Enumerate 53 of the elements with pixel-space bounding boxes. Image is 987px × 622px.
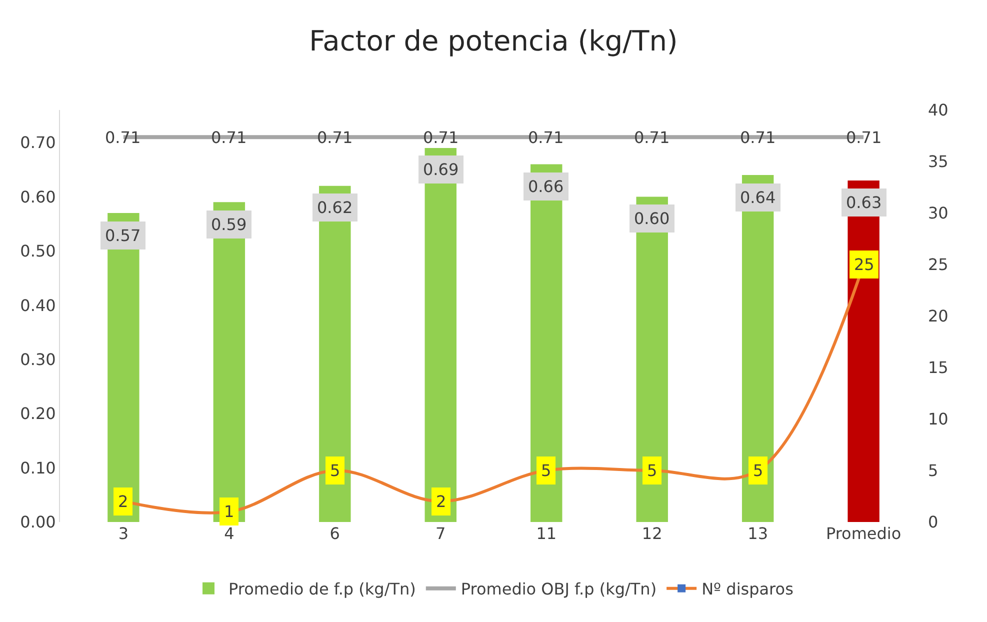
data-label: 0.59 bbox=[211, 215, 247, 234]
legend-label: Promedio OBJ f.p (kg/Tn) bbox=[460, 580, 657, 599]
data-label: 0.71 bbox=[317, 128, 353, 147]
data-label: 0.57 bbox=[105, 226, 141, 245]
text: 0.30 bbox=[20, 350, 56, 369]
chart-title: Factor de potencia (kg/Tn) bbox=[309, 24, 678, 58]
data-label: 0.66 bbox=[528, 177, 564, 196]
data-label: 5 bbox=[753, 461, 764, 480]
data-label: 0.71 bbox=[740, 128, 776, 147]
data-label: 0.62 bbox=[317, 198, 353, 217]
legend-label: Promedio de f.p (kg/Tn) bbox=[228, 580, 416, 599]
x-tick-label: 6 bbox=[330, 524, 340, 543]
x-tick-label: 12 bbox=[642, 524, 662, 543]
text: 0.20 bbox=[20, 404, 56, 424]
data-label: 0.71 bbox=[528, 128, 564, 147]
y2-tick-label: 15 bbox=[928, 358, 948, 378]
y2-tick-label: 5 bbox=[928, 461, 938, 480]
text: 0.60 bbox=[20, 187, 56, 206]
x-tick-label: 7 bbox=[436, 524, 446, 543]
y2-tick-label: 25 bbox=[928, 255, 948, 274]
y2-tick-label: 0 bbox=[928, 512, 938, 532]
data-label: 5 bbox=[541, 461, 552, 480]
y2-tick-label: 40 bbox=[928, 100, 948, 120]
x-tick-label: 3 bbox=[118, 524, 129, 543]
data-label: 0.71 bbox=[105, 128, 141, 147]
data-label: 5 bbox=[647, 461, 658, 480]
data-label: 25 bbox=[854, 255, 874, 274]
data-label: 0.60 bbox=[634, 209, 670, 228]
y2-tick-label: 10 bbox=[928, 410, 948, 429]
text: 0.10 bbox=[20, 458, 56, 478]
text: 0.50 bbox=[20, 242, 56, 261]
x-tick-label: 11 bbox=[536, 524, 557, 543]
data-label: 0.71 bbox=[423, 128, 459, 147]
text: 0.00 bbox=[20, 512, 56, 532]
data-label: 0.63 bbox=[846, 193, 882, 212]
legend-label: Nº disparos bbox=[702, 580, 794, 599]
data-label: 2 bbox=[436, 492, 446, 511]
data-label: 0.71 bbox=[211, 128, 247, 147]
x-tick-label: 4 bbox=[224, 524, 234, 543]
y2-tick-label: 20 bbox=[928, 306, 948, 326]
data-label: 5 bbox=[330, 461, 340, 480]
text: 0.70 bbox=[20, 133, 56, 152]
data-label: 0.71 bbox=[846, 128, 882, 147]
data-label: 0.64 bbox=[740, 188, 776, 207]
data-label: 1 bbox=[224, 502, 234, 521]
text: 0.40 bbox=[20, 296, 56, 315]
data-label: 0.71 bbox=[634, 128, 670, 147]
x-tick-label: 13 bbox=[748, 524, 768, 543]
x-tick-label: Promedio bbox=[826, 524, 902, 543]
data-label: 0.69 bbox=[423, 160, 459, 179]
y2-tick-label: 35 bbox=[928, 152, 948, 172]
data-label: 2 bbox=[118, 492, 128, 511]
y2-tick-label: 30 bbox=[928, 204, 948, 223]
